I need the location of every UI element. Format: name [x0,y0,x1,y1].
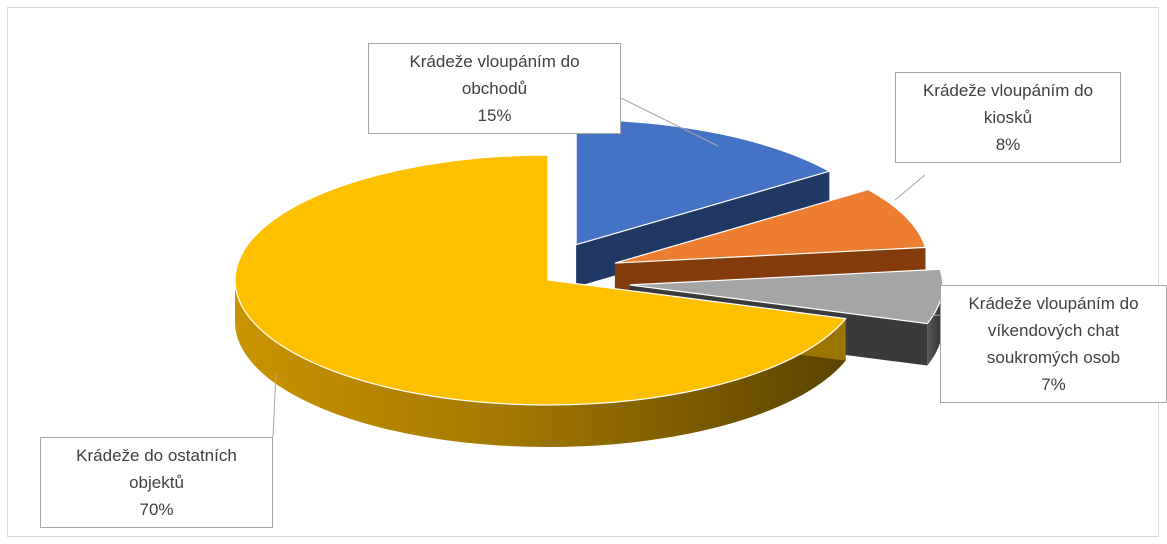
data-label-callout: Krádeže vloupáním do víkendových chat souk… [940,285,1167,403]
leader-line [894,174,926,201]
pie-slice [614,188,927,264]
leader-line [924,314,941,317]
data-label-category: objektů [129,473,184,492]
data-label-category: Krádeže vloupáním do [968,294,1139,313]
data-label-percent: 70% [139,500,174,519]
data-label-category: obchodů [461,79,528,98]
data-label-percent: 8% [995,135,1021,154]
data-label-percent: 15% [477,106,512,125]
data-label-callout: Krádeže vloupáním do obchodů 15% [368,43,621,134]
leader-line [620,97,719,147]
data-label-category: kiosků [983,108,1033,127]
data-label-callout: Krádeže do ostatních objektů 70% [40,437,273,528]
data-label-category: Krádeže vloupáním do [922,81,1094,100]
leader-line [272,371,277,438]
pie-slice-rim [235,280,846,447]
data-label-category: víkendových chat [987,321,1120,340]
data-label-callout: Krádeže vloupáním do kiosků 8% [895,72,1121,163]
pie-slice [234,154,847,406]
data-label-percent: 7% [1041,375,1066,394]
data-label-category: Krádeže vloupáním do [409,52,580,71]
data-label-category: Krádeže do ostatních [76,446,237,465]
data-label-category: soukromých osob [986,348,1121,367]
